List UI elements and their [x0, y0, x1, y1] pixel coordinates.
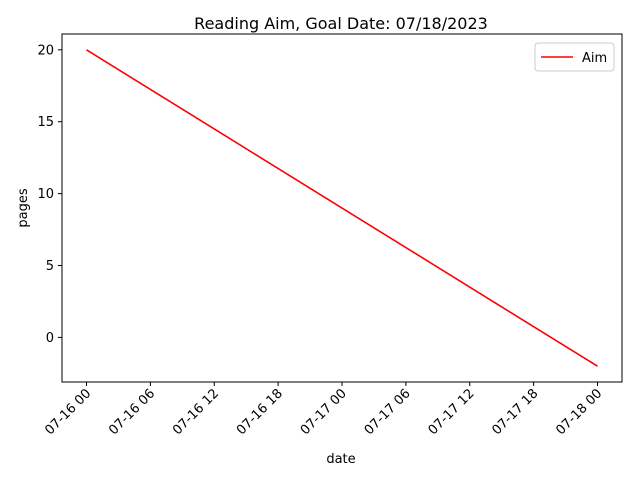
chart-title: Reading Aim, Goal Date: 07/18/2023 [194, 14, 488, 33]
x-tick-label: 07-18 00 [553, 386, 605, 438]
legend: Aim [534, 42, 615, 72]
x-tick-label: 07-16 18 [234, 386, 286, 438]
x-axis-label: date [326, 452, 355, 467]
x-tick-label: 07-17 06 [362, 386, 414, 438]
y-tick-label: 15 [37, 115, 54, 130]
x-tick-label: 07-16 12 [170, 386, 222, 438]
x-tick-label: 07-17 00 [298, 386, 350, 438]
x-axis: 07-16 00 07-16 06 07-16 12 07-16 18 07-17 00… [42, 382, 605, 438]
x-tick-label: 07-16 00 [42, 386, 94, 438]
legend-label-aim: Aim [582, 51, 607, 66]
x-tick-label: 07-17 18 [490, 386, 542, 438]
y-tick-label: 5 [46, 259, 54, 274]
legend-box [534, 42, 615, 72]
y-tick-label: 10 [37, 187, 54, 202]
series-line-aim [86, 49, 598, 367]
y-tick-label: 20 [37, 43, 54, 58]
x-tick-label: 07-17 12 [426, 386, 478, 438]
y-axis: 0 5 10 15 20 [37, 43, 62, 346]
x-tick-label: 07-16 06 [106, 386, 158, 438]
y-tick-label: 0 [46, 331, 54, 346]
y-axis-label: pages [16, 188, 31, 227]
